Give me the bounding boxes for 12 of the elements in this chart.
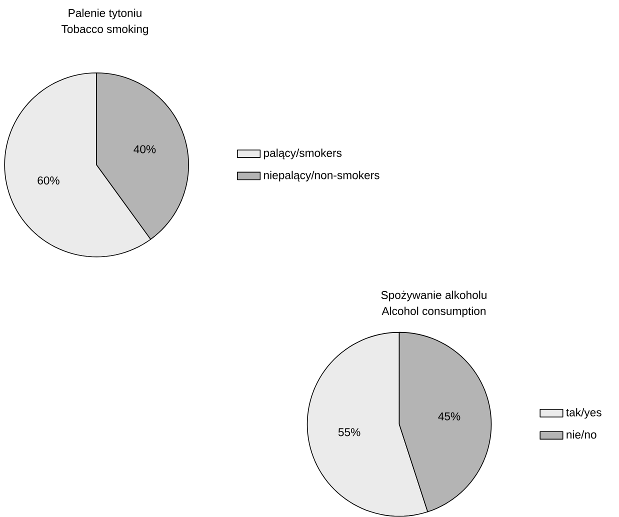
chart-subtitle: Alcohol consumption xyxy=(382,306,486,318)
legend-label: niepalący/non-smokers xyxy=(264,171,380,182)
data-label: 60% xyxy=(38,176,60,185)
chart-title: Palenie tytoniu xyxy=(68,8,142,20)
chart-subtitle: Tobacco smoking xyxy=(61,24,148,36)
data-label: 40% xyxy=(134,145,156,154)
legend-label: tak/yes xyxy=(566,408,602,419)
data-label: 55% xyxy=(338,428,360,436)
legend-label: nie/no xyxy=(566,430,596,439)
data-label: 45% xyxy=(438,412,460,421)
legend-label: palący/smokers xyxy=(264,148,342,160)
chart-title: Spożywanie alkoholu xyxy=(381,290,486,302)
